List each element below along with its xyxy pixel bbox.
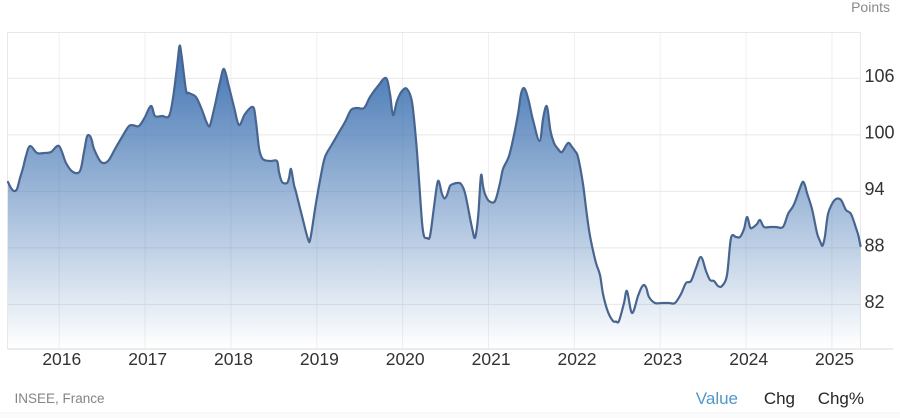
svg-text:2025: 2025 [815,349,854,369]
svg-text:Points: Points [851,0,890,15]
svg-text:2016: 2016 [42,349,81,369]
svg-text:2019: 2019 [300,349,339,369]
svg-text:82: 82 [865,292,885,312]
svg-text:106: 106 [865,66,895,86]
svg-text:2021: 2021 [472,349,511,369]
svg-text:2017: 2017 [128,349,167,369]
svg-text:Chg: Chg [764,389,795,408]
svg-text:2023: 2023 [643,349,682,369]
svg-text:2018: 2018 [214,349,253,369]
svg-text:94: 94 [865,179,885,199]
svg-text:Value: Value [696,389,738,408]
svg-text:INSEE, France: INSEE, France [15,391,105,406]
svg-text:2020: 2020 [386,349,425,369]
svg-text:100: 100 [865,122,895,142]
svg-text:88: 88 [865,235,885,255]
svg-text:2024: 2024 [729,349,768,369]
svg-text:Chg%: Chg% [818,389,864,408]
svg-text:2022: 2022 [558,349,597,369]
